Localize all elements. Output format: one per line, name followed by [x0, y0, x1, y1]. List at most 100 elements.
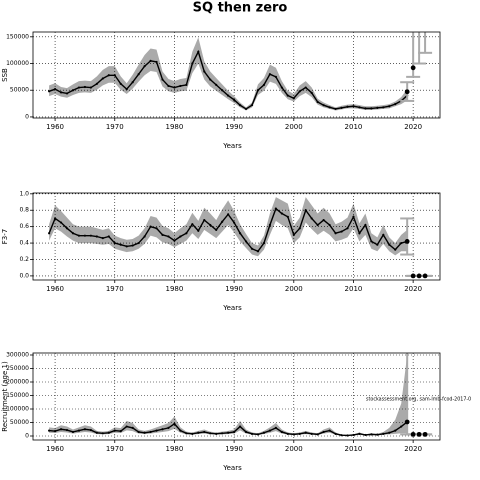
plot — [33, 353, 440, 440]
point — [286, 215, 289, 218]
point — [161, 428, 164, 431]
point — [149, 59, 152, 62]
point — [233, 430, 236, 434]
x-tick-label: 2010 — [345, 285, 363, 293]
x-tick-label: 1980 — [166, 445, 184, 453]
point — [286, 94, 289, 97]
point — [364, 107, 367, 110]
point — [250, 104, 254, 107]
point — [244, 240, 248, 243]
point — [215, 83, 218, 86]
point — [310, 217, 313, 220]
point — [328, 106, 331, 109]
point — [274, 426, 277, 430]
x-tick-label: 1980 — [166, 285, 184, 293]
point — [322, 218, 325, 222]
point — [400, 425, 403, 428]
y-tick-label: 100000 — [6, 406, 29, 413]
point — [334, 107, 337, 111]
confidence-band — [49, 197, 408, 257]
point — [364, 223, 367, 227]
point — [268, 429, 272, 432]
point — [143, 235, 146, 238]
point — [113, 74, 116, 77]
point — [376, 433, 379, 436]
forecast-point — [417, 21, 422, 26]
point — [322, 430, 325, 434]
y-tick-label: 250000 — [6, 365, 29, 372]
point — [95, 82, 98, 85]
x-axis-label: Years — [222, 464, 242, 472]
point — [107, 235, 110, 238]
point — [131, 426, 134, 430]
point — [65, 428, 69, 432]
point — [77, 429, 81, 432]
plot — [33, 193, 440, 280]
y-tick-label: 200000 — [6, 379, 29, 386]
point — [346, 227, 349, 230]
point — [394, 103, 397, 106]
point — [244, 107, 248, 111]
point — [185, 83, 188, 86]
point — [388, 105, 391, 108]
point — [388, 431, 391, 434]
point — [48, 429, 51, 432]
point — [394, 248, 397, 251]
point — [256, 433, 260, 436]
point — [376, 243, 379, 246]
point — [191, 62, 194, 65]
point — [125, 425, 128, 428]
y-tick-label: 150000 — [6, 392, 29, 399]
x-tick-label: 1990 — [225, 445, 243, 453]
y-tick-label: 0 — [25, 113, 29, 120]
forecast-point — [422, 273, 428, 279]
y-tick-label: 0 — [25, 433, 29, 440]
point — [77, 234, 81, 237]
point — [298, 432, 301, 435]
point — [238, 232, 242, 235]
point — [358, 432, 361, 435]
point — [179, 235, 182, 238]
point — [328, 429, 331, 432]
point — [119, 243, 122, 246]
point — [310, 432, 313, 435]
x-tick-label: 2020 — [404, 123, 422, 131]
point — [328, 223, 331, 227]
point — [83, 85, 87, 89]
point — [155, 429, 158, 432]
point — [107, 74, 110, 77]
forecast-point — [404, 239, 410, 244]
point — [131, 244, 134, 247]
point — [107, 431, 110, 434]
point — [370, 433, 373, 436]
point — [65, 92, 69, 95]
point — [48, 90, 51, 93]
point — [310, 91, 313, 94]
point — [250, 247, 254, 250]
y-axis-label: F3-7 — [1, 229, 9, 244]
y-axis-label: Recruitment (age 1) — [1, 361, 9, 432]
point — [352, 433, 355, 437]
point — [113, 429, 116, 432]
point — [179, 84, 182, 88]
x-tick-label: 1990 — [225, 123, 243, 131]
forecast-point — [410, 431, 416, 437]
y-tick-label: 50000 — [10, 87, 29, 94]
point — [95, 431, 98, 434]
x-tick-label: 1980 — [166, 123, 184, 131]
point — [167, 84, 170, 88]
point — [89, 428, 92, 432]
point — [95, 235, 98, 238]
point — [173, 86, 176, 89]
point — [149, 430, 152, 434]
y-tick-label: 100000 — [6, 60, 29, 67]
point — [209, 432, 212, 435]
point — [53, 217, 57, 220]
point — [197, 50, 200, 53]
point — [155, 227, 158, 230]
point — [221, 89, 224, 92]
point — [167, 235, 170, 238]
point — [394, 429, 397, 432]
point — [376, 106, 379, 109]
point — [227, 431, 230, 434]
